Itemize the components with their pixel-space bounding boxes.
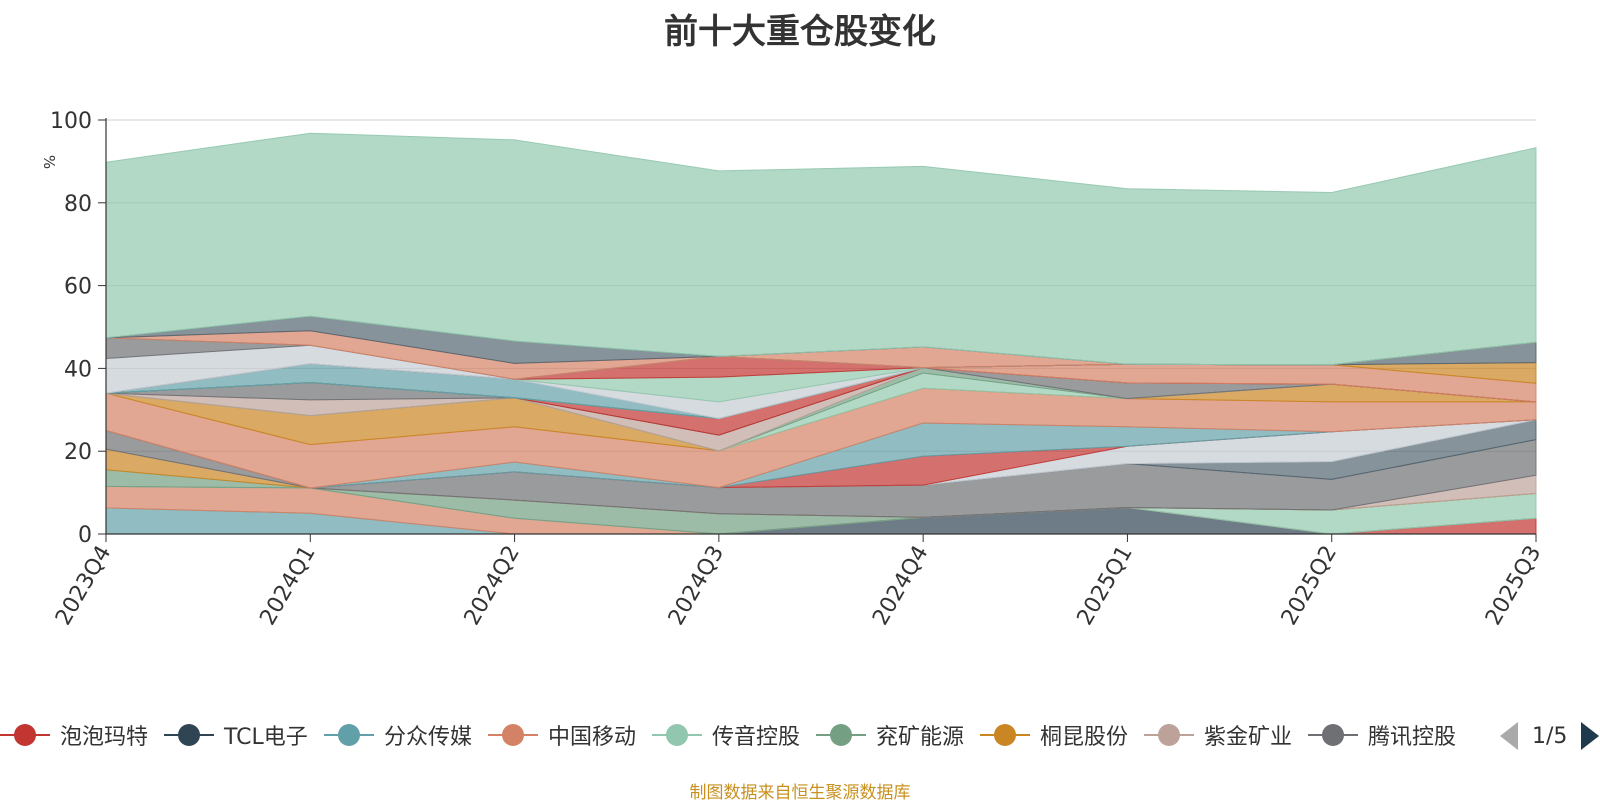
x-tick-label: 2024Q1 <box>255 542 320 630</box>
area-series-其他[interactable] <box>105 132 1537 366</box>
y-axis-label: % <box>40 155 58 169</box>
legend-label: 泡泡玛特 <box>60 725 149 750</box>
legend-marker-icon <box>488 715 538 755</box>
legend-item[interactable]: 传音控股 <box>652 715 800 755</box>
x-tick-label: 2024Q3 <box>664 542 729 630</box>
legend-item[interactable]: 腾讯控股 <box>1308 715 1456 755</box>
legend-next-page-button[interactable] <box>1581 722 1600 750</box>
legend-label: 传音控股 <box>712 725 801 750</box>
legend-label: 中国移动 <box>548 725 637 750</box>
legend-item[interactable]: 中国移动 <box>488 715 636 755</box>
x-tick-label: 2024Q2 <box>460 542 525 630</box>
legend-marker-icon <box>652 715 702 755</box>
legend-label: TCL电子 <box>224 725 308 750</box>
y-tick-label: 80 <box>64 192 92 217</box>
x-tick-label: 2025Q3 <box>1481 542 1546 630</box>
legend-marker-icon <box>1308 715 1358 755</box>
y-tick-label: 20 <box>64 440 92 465</box>
legend-item[interactable]: 分众传媒 <box>324 715 472 755</box>
y-tick-label: 40 <box>64 357 92 382</box>
legend-prev-page-button[interactable] <box>1500 722 1518 750</box>
stacked-area-chart: 0 20 40 60 80 100 2023Q4 2024Q1 2024Q2 2024Q3 2024… <box>40 109 1546 630</box>
legend-label: 腾讯控股 <box>1368 725 1457 750</box>
legend-item[interactable]: 紫金矿业 <box>1144 715 1292 755</box>
x-tick-label: 2024Q4 <box>868 542 933 630</box>
legend-item[interactable]: 兖矿能源 <box>816 715 964 755</box>
y-tick-label: 60 <box>64 275 92 300</box>
legend-label: 分众传媒 <box>384 725 473 750</box>
x-tick-label: 2023Q4 <box>51 542 116 630</box>
x-tick-label: 2025Q1 <box>1073 542 1138 630</box>
legend-marker-icon <box>816 715 866 755</box>
x-tick-label: 2025Q2 <box>1277 542 1342 630</box>
area-series <box>105 132 1537 535</box>
legend-marker-icon <box>0 715 50 755</box>
legend-pager: 1/5 <box>1500 718 1600 754</box>
legend-item[interactable]: TCL电子 <box>164 715 308 755</box>
y-tick-label: 0 <box>78 523 92 548</box>
legend-marker-icon <box>324 715 374 755</box>
legend: 泡泡玛特 TCL电子 分众传媒 中国移动 传音控股 兖矿能源 桐昆股份 紫金矿业 腾讯控股 <box>0 715 1500 755</box>
legend-label: 兖矿能源 <box>876 725 965 750</box>
legend-item[interactable]: 泡泡玛特 <box>0 715 148 755</box>
legend-item[interactable]: 桐昆股份 <box>980 715 1128 755</box>
legend-marker-icon <box>164 715 214 755</box>
chart-title: 前十大重仓股变化 <box>664 12 936 52</box>
legend-page-indicator: 1/5 <box>1532 723 1568 749</box>
legend-label: 桐昆股份 <box>1040 725 1129 750</box>
legend-marker-icon <box>1144 715 1194 755</box>
legend-marker-icon <box>980 715 1030 755</box>
legend-label: 紫金矿业 <box>1204 725 1293 750</box>
data-source-note: 制图数据来自恒生聚源数据库 <box>689 783 911 803</box>
y-tick-label: 100 <box>50 109 92 134</box>
